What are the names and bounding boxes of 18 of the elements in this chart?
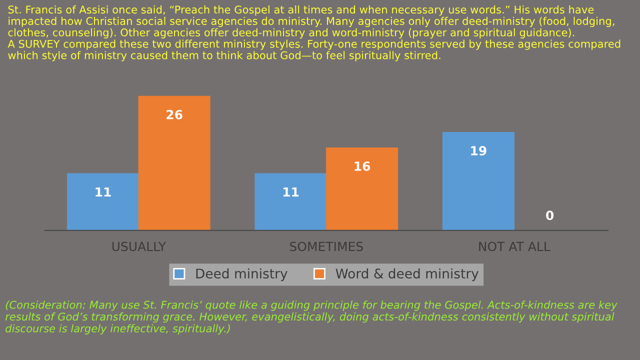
- bar: [442, 132, 514, 230]
- legend-label: Word & deed ministry: [336, 268, 479, 282]
- chart-title: St. Francis of Assisi once said, “Preach the Gospel at all times and when necessary use words.” His words have impacted how Christian social service agencies do ministry. Many agencies only offer deed-ministry (food, lodging, clothes, counseling). Other agencies offer deed-ministry and word-ministry (prayer and spiritual guidance). A SURVEY compared these two different ministry styles. Forty-one respondents served by these agencies compared which style of ministry caused them to think about God—to feel spiritually stirred.: [8, 5, 620, 62]
- bar: [326, 148, 398, 230]
- data-label: 16: [354, 161, 370, 171]
- text: (Consideration: Many use St. Francis’ quote like a guiding principle for bearing the Gospel. Acts-of-kindness are key results of God’s transforming grace. However, evangelistically, doing acts-of-kindness consistently without spiritual discourse is largely ineffective, spiritually.): [5, 300, 618, 334]
- x-tick-label: USUALLY: [112, 242, 166, 252]
- x-tick-label: NOT AT ALL: [479, 242, 550, 252]
- bar: [254, 173, 327, 230]
- data-label: 26: [166, 110, 182, 120]
- bar: [66, 173, 140, 230]
- legend-label: Deed ministry: [196, 268, 288, 282]
- data-label: 0: [546, 210, 554, 220]
- bar: [138, 96, 210, 230]
- data-label: 19: [471, 146, 486, 156]
- data-label: 11: [283, 187, 299, 197]
- x-tick-label: SOMETIMES: [290, 242, 363, 252]
- data-label: 11: [96, 187, 111, 197]
